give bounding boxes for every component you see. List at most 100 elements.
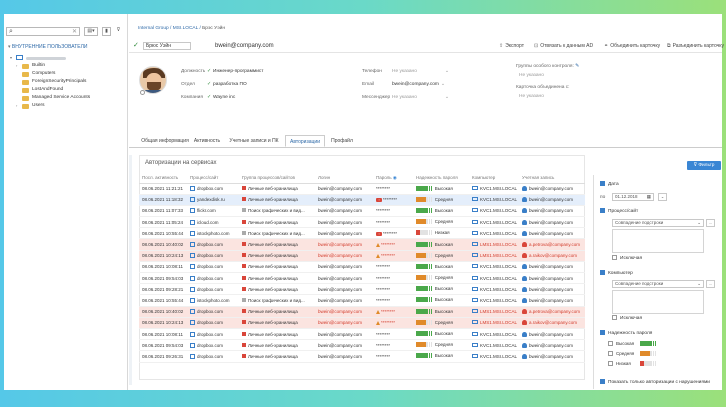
breadcrumb-user: Брэс Уэйн [202,26,225,31]
filter-computer-toggle[interactable]: Компьютер [600,270,633,276]
col-last-activity[interactable]: Посл. активность [139,173,187,184]
alert-badge-icon: ! [376,198,382,203]
calendar-icon[interactable]: ▦ [646,194,651,199]
email-field[interactable]: Email bwein@company.com ⌄ [362,82,445,87]
strength-bars [416,207,433,214]
tree-item[interactable]: ForeignSecurityPrincipals [10,78,126,86]
user-name-field[interactable]: Брюс Уэйн [143,42,191,50]
tree-item[interactable]: Managed Service Accounts [10,94,126,102]
checkbox[interactable] [612,255,617,260]
cell-group: Поиск графических и вид... [248,208,305,214]
table-row[interactable]: 08.06.2021 09:28:21 dropbox.com Личные веб… [139,283,585,296]
date-input[interactable]: 01.12.2018 ▦ [612,193,654,201]
process-exclude-toggle[interactable]: Исключая [612,255,642,261]
tree-item[interactable]: › Users [10,102,126,110]
process-text-input[interactable] [612,229,704,253]
col-process[interactable]: Процесс/сайт [187,173,239,184]
tree-item[interactable]: LostAndFound [10,86,126,94]
tree-root[interactable]: ▾ [10,54,126,62]
collapse-icon[interactable]: ▾ [10,55,13,60]
view-dropdown-button[interactable]: ▤▾ [84,27,98,36]
process-more-button[interactable]: … [706,219,715,227]
checkbox[interactable] [608,361,613,366]
date-dropdown[interactable]: ⌄ [658,193,667,201]
checkbox[interactable] [600,330,605,335]
table-row[interactable]: 08.06.2021 11:21:21 dropbox.com Личные веб… [139,183,585,195]
computer-text-input[interactable] [612,290,704,314]
eye-icon[interactable]: ◉ [392,174,397,180]
table-row[interactable]: 08.06.2021 10:55:44 istockphoto.com Поиск … [139,294,585,307]
columns-icon[interactable]: ▮ [102,27,111,36]
tab-activity[interactable]: Активность [193,138,221,144]
tree-section-title[interactable]: ▾ ВНУТРЕННИЕ ПОЛЬЗОВАТЕЛИ [8,44,88,50]
tab-general[interactable]: Общая информация [141,138,189,144]
table-row[interactable]: 08.06.2021 09:54:03 dropbox.com Личные веб… [139,339,585,352]
table-row[interactable]: 08.06.2021 09:26:31 dropbox.com Личные веб… [139,350,585,363]
cell-group: Поиск графических и вид... [248,297,305,303]
left-pane: ⌕ ✕ ▤▾ ▮ ⊽ ▾ ВНУТРЕННИЕ ПОЛЬЗОВАТЕЛИ ▾ ›… [4,14,128,390]
col-password[interactable]: Пароль ◉ [373,173,413,184]
tab-accounts[interactable]: Учетные записи и ПК [229,138,279,144]
checkbox[interactable] [608,341,613,346]
edit-icon[interactable]: ✎ [575,64,580,69]
checkbox[interactable] [600,379,605,384]
filter-strength-toggle[interactable]: Надежность пароля [600,330,652,336]
tab-profile[interactable]: Профайл [331,138,353,144]
tab-authorizations[interactable]: Авторизации [285,135,325,147]
tree-item[interactable]: Computers [10,70,126,78]
table-row[interactable]: 08.06.2021 10:08:11 dropbox.com Личные веб… [139,261,585,274]
table-row[interactable]: 08.06.2021 11:18:32 yandexdisk.ru Личные в… [139,194,585,206]
filter-button[interactable]: ⊽ Фильтр [687,161,721,170]
table-row[interactable]: 08.06.2021 09:54:03 dropbox.com Личные веб… [139,272,585,285]
table-row[interactable]: 08.06.2021 10:08:11 dropbox.com Личные веб… [139,328,585,341]
table-row[interactable]: 08.06.2021 10:40:02 dropbox.com Личные веб… [139,306,585,318]
clear-icon[interactable]: ✕ [71,29,77,35]
export-button[interactable]: ⇪ Экспорт [499,43,524,49]
computer-exclude-toggle[interactable]: Исключая [612,315,642,321]
table-row[interactable]: 08.06.2021 10:24:13 dropbox.com Личные веб… [139,250,585,262]
checkbox[interactable] [612,315,617,320]
site-icon [190,208,195,214]
cell-time: 08.06.2021 10:24:13 [139,317,187,329]
unlink-ad-button[interactable]: ⊡ Отвязать к данным AD [534,43,594,49]
site-icon [190,342,195,348]
tree-search-input[interactable]: ⌕ ✕ [6,27,80,36]
col-group[interactable]: Группа процессов/сайтов [239,173,315,184]
table-row[interactable]: 08.06.2021 10:40:02 dropbox.com Личные веб… [139,238,585,251]
table-row[interactable]: 08.06.2021 11:07:33 flickr.com Поиск графи… [139,205,585,218]
cell-group: Личные веб-хранилища [248,309,298,315]
checkbox[interactable] [600,181,605,186]
strength-filter-option[interactable]: Средняя [608,351,659,357]
col-computer[interactable]: Компьютер [469,173,519,184]
violations-only-toggle[interactable]: Показать только авторизации с нарушениям… [600,379,710,385]
breadcrumb-group[interactable]: Internal Group [138,26,169,31]
filter-date-toggle[interactable]: Дата [600,181,619,187]
breadcrumb-domain[interactable]: MSI.LOCAL [172,26,199,31]
split-card-button[interactable]: ⧉ Разъединить карточку [667,43,725,49]
checkbox[interactable] [600,270,605,275]
computer-more-button[interactable]: … [706,280,715,288]
tree-item[interactable]: › Builtin [10,62,126,70]
table-row[interactable]: 08.06.2021 11:05:24 icloud.com Личные веб-… [139,216,585,229]
checkbox[interactable] [600,208,605,213]
filter-process-toggle[interactable]: Процесс/сайт [600,208,638,214]
strength-filter-option[interactable]: Высокая [608,341,659,347]
col-strength[interactable]: Надежность пароля [413,173,469,184]
messenger-field[interactable]: Мессенджер Не указано ⌄ [362,95,449,100]
checkbox[interactable] [608,351,613,356]
table-row[interactable]: 08.06.2021 10:24:13 dropbox.com Личные веб… [139,317,585,329]
process-match-select[interactable]: Совпадение подстроки ⌄ [612,219,704,227]
table-row[interactable]: 08.06.2021 10:55:44 istockphoto.com Поиск … [139,227,585,240]
chevron-right-icon[interactable]: › [16,63,18,68]
strength-filter-option[interactable]: Низкая [608,361,659,367]
col-account[interactable]: Учетная запись [519,173,585,184]
merge-card-button[interactable]: ⚭ Объединить карточку [604,43,661,49]
cell-group: Личные веб-хранилища [248,197,298,203]
chevron-right-icon[interactable]: › [16,103,18,108]
filter-icon[interactable]: ⊽ [116,27,121,33]
col-login[interactable]: Логин [315,173,373,184]
user-icon [522,353,527,359]
phone-field[interactable]: Телефон Не указано ⌄ [362,69,449,74]
cell-password: ******** [376,219,391,225]
computer-match-select[interactable]: Совпадение подстроки ⌄ [612,280,704,288]
